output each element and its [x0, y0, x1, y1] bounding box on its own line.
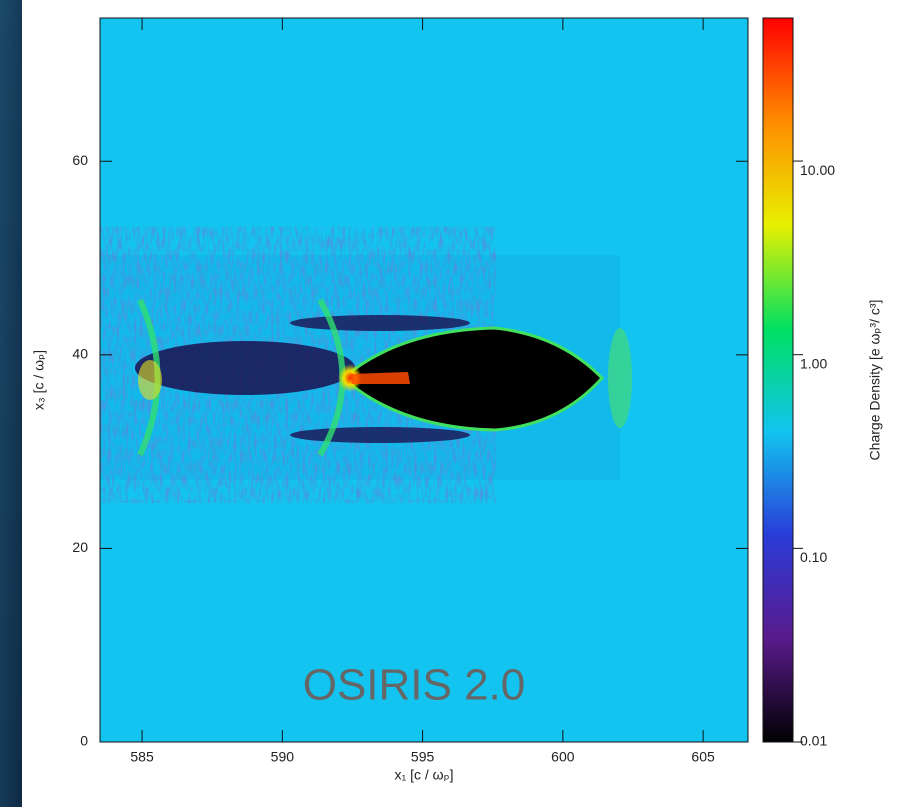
y-tick-label: 60: [72, 152, 88, 168]
x-tick-label: 590: [271, 749, 295, 765]
y-tick-label: 20: [72, 539, 88, 555]
annotation: OSIRIS 2.0: [303, 661, 526, 710]
x-tick-label: 605: [691, 749, 715, 765]
colorbar-tick-label: 0.01: [800, 733, 827, 749]
colorbar-tick-label: 10.00: [800, 162, 835, 178]
x-axis-label: x₁ [c / ωₚ]: [395, 767, 454, 783]
x-tick-label: 585: [130, 749, 154, 765]
y-axis-label: x₃ [c / ωₚ]: [31, 350, 47, 410]
x-tick-label: 600: [551, 749, 575, 765]
backdrop: [0, 0, 22, 807]
y-tick-label: 0: [80, 733, 88, 749]
x-tick-label: 595: [411, 749, 435, 765]
colorbar-tick-label: 1.00: [800, 355, 827, 371]
colorbar-label: Charge Density [e ωₚ³/ c³]: [867, 300, 883, 461]
y-tick-label: 40: [72, 346, 88, 362]
colorbar: [762, 17, 794, 743]
plot-frame: [99, 17, 749, 743]
heatmap: [100, 18, 748, 742]
colorbar-tick-label: 0.10: [800, 549, 827, 565]
